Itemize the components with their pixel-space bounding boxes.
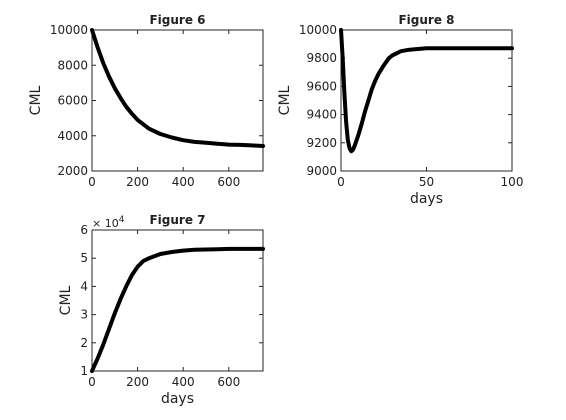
figure-7-exponent-label: × 104 [92, 215, 125, 230]
figure-7-ytick-label: 4 [80, 279, 88, 293]
figure-8-ytick-label: 9400 [306, 108, 337, 122]
figure-8-ytick-label: 9800 [306, 51, 337, 65]
figure-7-xtick-label: 200 [126, 375, 149, 389]
figure-7-ytick-label: 6 [80, 223, 88, 237]
figure-8-xtick-label: 0 [337, 175, 345, 189]
figure-8-title: Figure 8 [398, 13, 454, 27]
figure-7-exponent-power: 4 [119, 215, 125, 225]
figure-8-ylabel: CML [277, 85, 293, 115]
figure-6-ytick-label: 2000 [57, 164, 88, 178]
figure-8-ytick-label: 9600 [306, 79, 337, 93]
figure-8-ytick-label: 9200 [306, 136, 337, 150]
figure-7-title: Figure 7 [149, 213, 205, 227]
figure-6-axes-box [91, 29, 264, 172]
figure-7-xtick-label: 400 [172, 375, 195, 389]
figure-6-xtick-label: 200 [126, 175, 149, 189]
figure-6-ytick-label: 4000 [57, 129, 88, 143]
figure-6-xtick-label: 400 [172, 175, 195, 189]
figure-8-panel: Figure 8 0 50 100 9000 9200 9400 9600 9800 10000 C… [277, 13, 523, 207]
figure-7-ytick-label: 1 [80, 364, 88, 378]
figure-8-series-line [339, 28, 514, 154]
figure-7-ytick-label: 5 [80, 251, 88, 265]
figure-8-ytick-label: 9000 [306, 164, 337, 178]
figure-7-ytick-label: 2 [80, 336, 88, 350]
figure-7-xtick-label: 0 [88, 375, 96, 389]
figure-7-exponent-base: × 10 [92, 217, 119, 230]
figure-8-ytick-label: 10000 [299, 23, 337, 37]
figure-6-ylabel: CML [28, 85, 44, 115]
figure-7-xtick-label: 600 [217, 375, 240, 389]
figure-8-xtick-label: 50 [419, 175, 434, 189]
figure-6-ytick-label: 10000 [50, 23, 88, 37]
figure-6-xtick-label: 0 [88, 175, 96, 189]
figure-6-panel: Figure 6 0 200 400 600 2000 4000 6000 8000 10000 C… [28, 13, 265, 189]
figure-6-xtick-label: 600 [217, 175, 240, 189]
figure-7-xlabel: days [161, 391, 194, 407]
figure-8-xlabel: days [410, 191, 443, 207]
figure-6-title: Figure 6 [149, 13, 205, 27]
figure-7-ytick-label: 3 [80, 308, 88, 322]
figure-8-xtick-label: 100 [501, 175, 524, 189]
figure-7-axes-box [91, 229, 264, 372]
figure-6-series-line [90, 28, 265, 148]
figure-7-ylabel: CML [58, 285, 74, 315]
figure-6-ytick-label: 6000 [57, 94, 88, 108]
figure-7-series-line [90, 246, 265, 373]
figure-6-ytick-label: 8000 [57, 58, 88, 72]
